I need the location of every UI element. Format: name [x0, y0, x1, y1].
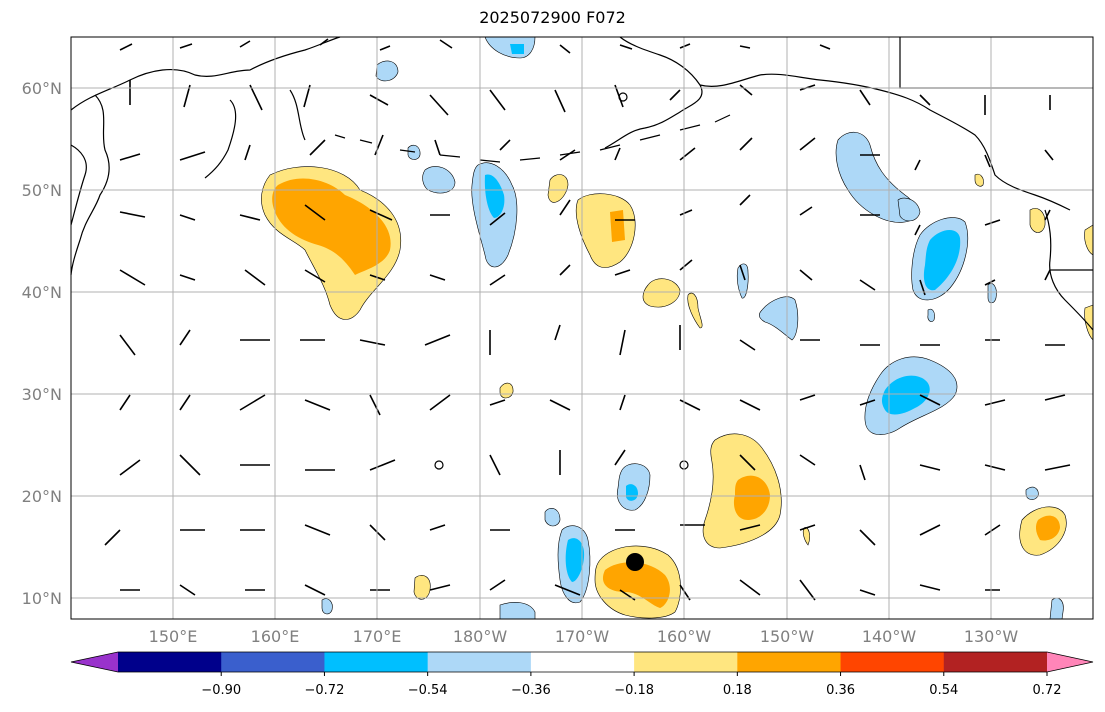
- lon-label: 150°E: [149, 627, 198, 646]
- gridlines: [71, 37, 1093, 619]
- lat-label: 40°N: [22, 283, 62, 302]
- positive-contour-orange: [272, 178, 391, 275]
- colorbar-tick-label: −0.36: [511, 683, 551, 698]
- storm-center-marker: [626, 553, 644, 571]
- colorbar-segment: [324, 652, 429, 672]
- colorbar-tick-label: 0.18: [723, 683, 752, 698]
- longitude-labels: 150°E 160°E 170°E 180°W 170°W 160°W 150°…: [149, 627, 1019, 646]
- lon-label: 170°W: [555, 627, 610, 646]
- colorbar-segment: [530, 652, 635, 672]
- colorbar-segment: [943, 652, 1048, 672]
- colorbar-segment: [634, 652, 738, 672]
- colorbar-outline: [70, 651, 1094, 673]
- colorbar-segment: [840, 652, 945, 672]
- colorbar-tick-label: 0.54: [929, 683, 958, 698]
- colorbar-extend-min: [71, 652, 118, 672]
- colorbar: [70, 651, 1094, 673]
- colorbar-segment: [221, 652, 325, 672]
- lon-label: 160°W: [657, 627, 712, 646]
- lon-label: 180°W: [453, 627, 508, 646]
- asia-coastline: [70, 36, 341, 111]
- shaded-contours: [261, 36, 1094, 620]
- lat-label: 20°N: [22, 487, 62, 506]
- colorbar-segment: [737, 652, 842, 672]
- lon-label: 150°W: [760, 627, 815, 646]
- colorbar-ticks: −0.90 −0.72 −0.54 −0.36 −0.18 0.18 0.36 0.54 0.7…: [201, 672, 1062, 698]
- lon-label: 140°W: [862, 627, 917, 646]
- wind-barbs: [104, 38, 1071, 601]
- lat-label: 30°N: [22, 385, 62, 404]
- map-frame: [70, 36, 1094, 620]
- colorbar-segment: [118, 652, 222, 672]
- lon-label: 160°E: [251, 627, 300, 646]
- colorbar-segment: [427, 652, 532, 672]
- colorbar-tick-label: 0.36: [826, 683, 855, 698]
- colorbar-tick-label: −0.90: [201, 683, 241, 698]
- colorbar-extend-max: [1047, 652, 1093, 672]
- lat-label: 60°N: [22, 79, 62, 98]
- lat-label: 10°N: [22, 589, 62, 608]
- latitude-labels: 60°N 50°N 40°N 30°N 20°N 10°N: [22, 79, 62, 608]
- colorbar-tick-label: 0.72: [1033, 683, 1062, 698]
- colorbar-tick-label: −0.72: [305, 683, 345, 698]
- lon-label: 170°E: [353, 627, 402, 646]
- lon-label: 130°W: [964, 627, 1019, 646]
- map-title: 2025072900 F072: [479, 8, 626, 27]
- colorbar-tick-label: −0.18: [614, 683, 654, 698]
- colorbar-tick-label: −0.54: [408, 683, 448, 698]
- lat-label: 50°N: [22, 181, 62, 200]
